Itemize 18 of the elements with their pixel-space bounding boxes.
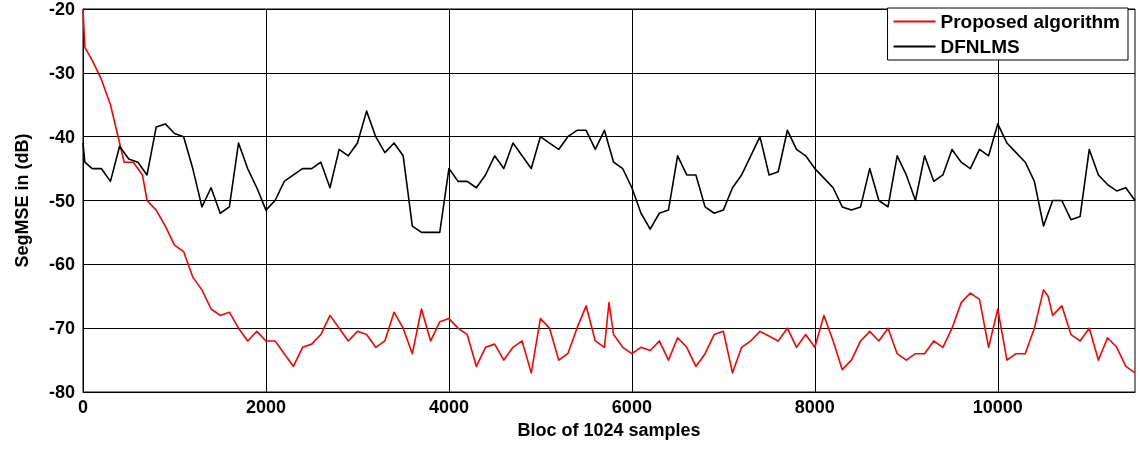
y-axis-title: SegMSE in (dB) — [12, 133, 32, 268]
x-tick-label: 0 — [77, 397, 89, 417]
y-tick-label: -80 — [48, 382, 75, 402]
y-tick-label: -70 — [48, 318, 75, 339]
line-series — [82, 8, 1136, 374]
legend-label: DFNLMS — [940, 36, 1020, 57]
y-tick-label: -50 — [48, 190, 75, 211]
x-tick-label: 8000 — [794, 397, 835, 417]
y-tick-label: -60 — [48, 254, 75, 275]
x-tick-label: 2000 — [245, 397, 286, 417]
x-axis-title: Bloc of 1024 samples — [517, 419, 701, 440]
x-tick-label: 4000 — [428, 397, 469, 417]
x-tick-label: 10000 — [972, 397, 1023, 417]
y-tick-label: -20 — [48, 0, 75, 19]
y-tick-label: -40 — [48, 126, 75, 147]
y-tick-label: -30 — [48, 62, 75, 83]
x-tick-label: 6000 — [611, 397, 652, 417]
legend-label: Proposed algorithm — [940, 11, 1121, 32]
